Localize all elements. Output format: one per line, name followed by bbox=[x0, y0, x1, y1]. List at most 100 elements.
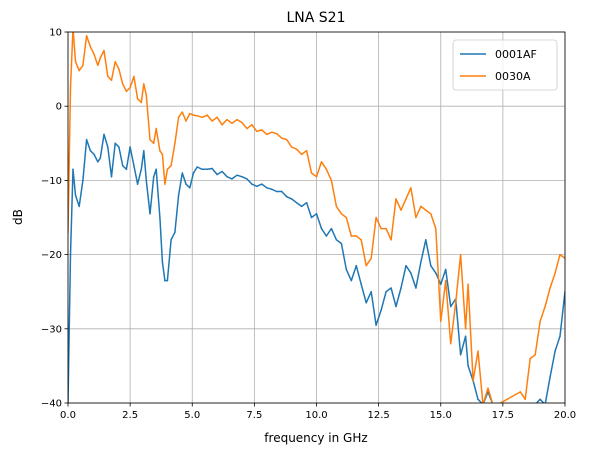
data-point-0030A bbox=[425, 209, 427, 211]
data-point-0030A bbox=[544, 306, 546, 308]
data-point-0001AF bbox=[182, 172, 184, 174]
data-point-0030A bbox=[70, 87, 72, 89]
data-point-0001AF bbox=[90, 150, 92, 152]
data-point-0030A bbox=[231, 123, 233, 125]
data-point-0030A bbox=[159, 150, 161, 152]
data-point-0001AF bbox=[221, 171, 223, 173]
data-point-0030A bbox=[559, 254, 561, 256]
data-point-0001AF bbox=[410, 272, 412, 274]
data-point-0001AF bbox=[539, 399, 541, 401]
data-point-0030A bbox=[415, 217, 417, 219]
x-tick-label: 17.5 bbox=[492, 410, 514, 421]
data-point-0030A bbox=[380, 228, 382, 230]
data-point-0030A bbox=[331, 180, 333, 182]
data-point-0001AF bbox=[118, 146, 120, 148]
x-axis-label: frequency in GHz bbox=[264, 431, 367, 445]
data-point-0001AF bbox=[107, 146, 109, 148]
data-point-0030A bbox=[185, 120, 187, 122]
data-point-0030A bbox=[129, 87, 131, 89]
data-point-0030A bbox=[162, 154, 164, 156]
data-point-0030A bbox=[306, 150, 308, 152]
data-point-0030A bbox=[450, 343, 452, 345]
data-point-0001AF bbox=[460, 354, 462, 356]
data-point-0030A bbox=[146, 94, 148, 96]
data-point-0030A bbox=[529, 358, 531, 360]
data-point-0001AF bbox=[430, 265, 432, 267]
data-point-0001AF bbox=[346, 269, 348, 271]
data-point-0030A bbox=[78, 70, 80, 72]
data-point-0030A bbox=[193, 114, 195, 116]
data-point-0030A bbox=[326, 169, 328, 171]
data-point-0030A bbox=[143, 83, 145, 85]
data-point-0001AF bbox=[159, 217, 161, 219]
data-point-0001AF bbox=[174, 232, 176, 234]
data-point-0001AF bbox=[311, 217, 313, 219]
data-point-0001AF bbox=[316, 213, 318, 215]
data-point-0030A bbox=[114, 61, 116, 63]
data-point-0001AF bbox=[241, 176, 243, 178]
data-point-0001AF bbox=[75, 194, 77, 196]
y-tick-label: 0 bbox=[56, 102, 62, 113]
data-point-0030A bbox=[211, 120, 213, 122]
data-point-0001AF bbox=[201, 169, 203, 171]
data-point-0030A bbox=[153, 143, 155, 145]
data-point-0030A bbox=[360, 239, 362, 241]
data-point-0030A bbox=[351, 235, 353, 237]
data-point-0030A bbox=[321, 161, 323, 163]
data-point-0001AF bbox=[100, 157, 102, 159]
data-point-0030A bbox=[226, 119, 228, 121]
data-point-0001AF bbox=[93, 154, 95, 156]
data-point-0030A bbox=[395, 198, 397, 200]
data-point-0001AF bbox=[425, 239, 427, 241]
data-point-0001AF bbox=[246, 178, 248, 180]
data-point-0030A bbox=[554, 272, 556, 274]
data-point-0001AF bbox=[251, 183, 253, 185]
data-point-0030A bbox=[97, 65, 99, 67]
data-point-0001AF bbox=[385, 291, 387, 293]
legend-label: 0030A bbox=[495, 70, 531, 83]
y-tick-label: −20 bbox=[41, 250, 62, 261]
data-point-0030A bbox=[221, 124, 223, 126]
data-point-0030A bbox=[266, 134, 268, 136]
data-point-0030A bbox=[346, 217, 348, 219]
data-point-0030A bbox=[86, 35, 88, 37]
y-axis-label: dB bbox=[11, 209, 25, 225]
data-point-0001AF bbox=[216, 174, 218, 176]
data-point-0001AF bbox=[370, 291, 372, 293]
x-tick-label: 7.5 bbox=[246, 410, 262, 421]
data-point-0030A bbox=[174, 143, 176, 145]
data-point-0001AF bbox=[400, 287, 402, 289]
data-point-0030A bbox=[246, 128, 248, 130]
data-point-0001AF bbox=[266, 187, 268, 189]
y-tick-label: −40 bbox=[41, 399, 62, 410]
data-point-0001AF bbox=[390, 287, 392, 289]
data-point-0030A bbox=[477, 350, 479, 352]
data-point-0030A bbox=[520, 391, 522, 393]
data-point-0030A bbox=[301, 154, 303, 156]
legend-label: 0001AF bbox=[495, 48, 537, 61]
data-point-0001AF bbox=[143, 150, 145, 152]
data-point-0030A bbox=[196, 115, 198, 117]
data-point-0030A bbox=[534, 354, 536, 356]
data-point-0030A bbox=[539, 321, 541, 323]
data-point-0001AF bbox=[185, 183, 187, 185]
data-point-0001AF bbox=[86, 139, 88, 141]
data-point-0001AF bbox=[291, 198, 293, 200]
x-tick-label: 2.5 bbox=[122, 410, 138, 421]
data-point-0001AF bbox=[162, 261, 164, 263]
data-point-0001AF bbox=[153, 176, 155, 178]
data-point-0030A bbox=[100, 57, 102, 59]
data-point-0030A bbox=[90, 46, 92, 48]
data-point-0001AF bbox=[206, 169, 208, 171]
data-point-0001AF bbox=[78, 206, 80, 208]
data-point-0001AF bbox=[97, 161, 99, 163]
data-point-0001AF bbox=[126, 169, 128, 171]
data-point-0001AF bbox=[375, 324, 377, 326]
data-point-0001AF bbox=[360, 284, 362, 286]
data-point-0001AF bbox=[440, 284, 442, 286]
chart-title: LNA S21 bbox=[286, 10, 345, 26]
data-point-0030A bbox=[430, 213, 432, 215]
y-tick-label: −30 bbox=[41, 324, 62, 335]
data-point-0001AF bbox=[129, 146, 131, 148]
data-point-0001AF bbox=[336, 239, 338, 241]
